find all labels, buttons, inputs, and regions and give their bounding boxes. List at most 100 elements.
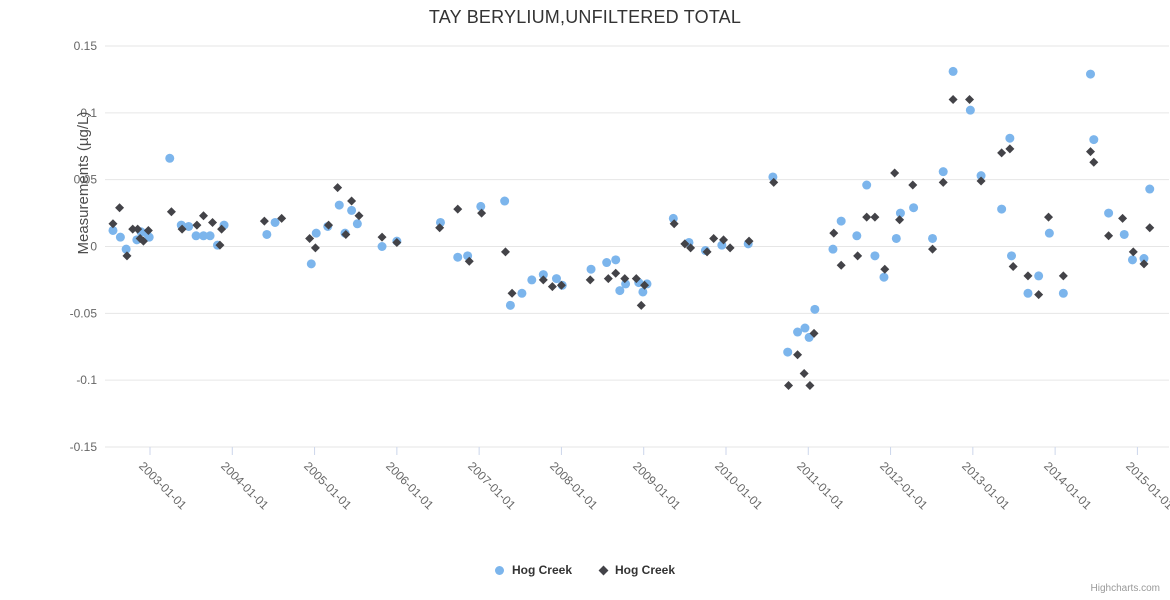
data-point-hog-creek-diamond[interactable] <box>895 215 905 225</box>
data-point-hog-creek-diamond[interactable] <box>115 203 125 213</box>
data-point-hog-creek-diamond[interactable] <box>719 235 729 245</box>
data-point-hog-creek-diamond[interactable] <box>464 256 474 266</box>
data-point-hog-creek-circle[interactable] <box>879 272 889 282</box>
data-point-hog-creek-circle[interactable] <box>347 205 357 215</box>
data-point-hog-creek-circle[interactable] <box>144 232 154 242</box>
data-point-hog-creek-diamond[interactable] <box>611 268 621 278</box>
data-point-hog-creek-circle[interactable] <box>184 221 194 231</box>
data-point-hog-creek-diamond[interactable] <box>809 328 819 338</box>
data-point-hog-creek-circle[interactable] <box>352 219 362 229</box>
data-point-hog-creek-diamond[interactable] <box>500 247 510 257</box>
data-point-hog-creek-diamond[interactable] <box>138 236 148 246</box>
data-point-hog-creek-circle[interactable] <box>793 327 803 337</box>
data-point-hog-creek-circle[interactable] <box>476 201 486 211</box>
data-point-hog-creek-diamond[interactable] <box>547 282 557 292</box>
data-point-hog-creek-circle[interactable] <box>1119 229 1129 239</box>
data-point-hog-creek-circle[interactable] <box>895 208 905 218</box>
data-point-hog-creek-circle[interactable] <box>938 167 948 177</box>
data-point-hog-creek-diamond[interactable] <box>1023 271 1033 281</box>
data-point-hog-creek-diamond[interactable] <box>997 148 1007 158</box>
data-point-hog-creek-diamond[interactable] <box>631 274 641 284</box>
data-point-hog-creek-diamond[interactable] <box>177 224 187 234</box>
data-point-hog-creek-circle[interactable] <box>377 242 387 251</box>
data-point-hog-creek-diamond[interactable] <box>198 211 208 221</box>
data-point-hog-creek-diamond[interactable] <box>507 288 517 298</box>
data-point-hog-creek-diamond[interactable] <box>277 213 287 223</box>
data-point-hog-creek-diamond[interactable] <box>769 177 779 187</box>
data-point-hog-creek-diamond[interactable] <box>192 220 202 230</box>
data-point-hog-creek-circle[interactable] <box>205 231 215 241</box>
data-point-hog-creek-circle[interactable] <box>198 231 208 241</box>
data-point-hog-creek-circle[interactable] <box>668 213 678 223</box>
data-point-hog-creek-diamond[interactable] <box>1034 290 1044 300</box>
data-point-hog-creek-circle[interactable] <box>948 66 958 76</box>
data-point-hog-creek-circle[interactable] <box>517 288 527 298</box>
data-point-hog-creek-circle[interactable] <box>870 251 880 261</box>
data-point-hog-creek-circle[interactable] <box>586 264 596 274</box>
data-point-hog-creek-diamond[interactable] <box>836 260 846 270</box>
data-point-hog-creek-diamond[interactable] <box>725 243 735 253</box>
data-point-hog-creek-diamond[interactable] <box>354 211 364 221</box>
data-point-hog-creek-circle[interactable] <box>768 172 778 182</box>
data-point-hog-creek-circle[interactable] <box>1023 288 1033 298</box>
data-point-hog-creek-diamond[interactable] <box>928 244 938 254</box>
data-point-hog-creek-circle[interactable] <box>909 203 919 213</box>
data-point-hog-creek-circle[interactable] <box>435 217 445 227</box>
highcharts-credit-link[interactable]: Highcharts.com <box>1090 583 1160 594</box>
data-point-hog-creek-circle[interactable] <box>191 231 201 241</box>
data-point-hog-creek-diamond[interactable] <box>1145 223 1155 233</box>
data-point-hog-creek-circle[interactable] <box>862 180 872 190</box>
data-point-hog-creek-circle[interactable] <box>615 286 625 296</box>
data-point-hog-creek-diamond[interactable] <box>680 239 690 249</box>
data-point-hog-creek-diamond[interactable] <box>870 212 880 222</box>
data-point-hog-creek-circle[interactable] <box>828 244 838 254</box>
data-point-hog-creek-circle[interactable] <box>551 274 561 284</box>
data-point-hog-creek-circle[interactable] <box>505 300 515 310</box>
data-point-hog-creek-diamond[interactable] <box>310 243 320 253</box>
data-point-hog-creek-circle[interactable] <box>500 196 510 206</box>
data-point-hog-creek-diamond[interactable] <box>217 224 227 234</box>
data-point-hog-creek-diamond[interactable] <box>1118 213 1128 223</box>
data-point-hog-creek-diamond[interactable] <box>829 228 839 238</box>
data-point-hog-creek-diamond[interactable] <box>799 368 809 378</box>
data-point-hog-creek-circle[interactable] <box>1034 271 1044 281</box>
data-point-hog-creek-diamond[interactable] <box>453 204 463 214</box>
data-point-hog-creek-circle[interactable] <box>836 216 846 226</box>
data-point-hog-creek-diamond[interactable] <box>435 223 445 233</box>
data-point-hog-creek-diamond[interactable] <box>784 381 794 391</box>
data-point-hog-creek-circle[interactable] <box>1089 135 1099 145</box>
data-point-hog-creek-diamond[interactable] <box>122 251 132 261</box>
data-point-hog-creek-diamond[interactable] <box>341 229 351 239</box>
data-point-hog-creek-diamond[interactable] <box>862 212 872 222</box>
data-point-hog-creek-diamond[interactable] <box>669 219 679 229</box>
data-point-hog-creek-diamond[interactable] <box>805 381 815 391</box>
data-point-hog-creek-circle[interactable] <box>976 171 986 181</box>
data-point-hog-creek-diamond[interactable] <box>640 280 650 290</box>
data-point-hog-creek-diamond[interactable] <box>324 220 334 230</box>
data-point-hog-creek-diamond[interactable] <box>948 94 958 104</box>
data-point-hog-creek-circle[interactable] <box>270 217 280 227</box>
data-point-hog-creek-circle[interactable] <box>453 252 463 262</box>
data-point-hog-creek-diamond[interactable] <box>965 94 975 104</box>
data-point-hog-creek-diamond[interactable] <box>208 217 218 227</box>
data-point-hog-creek-diamond[interactable] <box>1005 144 1015 154</box>
data-point-hog-creek-circle[interactable] <box>538 270 548 280</box>
data-point-hog-creek-diamond[interactable] <box>620 274 630 284</box>
data-point-hog-creek-circle[interactable] <box>852 231 862 241</box>
legend-item-hog-creek-circle[interactable]: Hog Creek <box>494 563 572 577</box>
data-point-hog-creek-circle[interactable] <box>121 244 131 254</box>
data-point-hog-creek-circle[interactable] <box>965 105 975 115</box>
data-point-hog-creek-diamond[interactable] <box>305 233 315 243</box>
data-point-hog-creek-circle[interactable] <box>108 225 118 235</box>
data-point-hog-creek-circle[interactable] <box>611 255 621 265</box>
data-point-hog-creek-diamond[interactable] <box>377 232 387 242</box>
data-point-hog-creek-diamond[interactable] <box>908 180 918 190</box>
data-point-hog-creek-diamond[interactable] <box>744 236 754 246</box>
data-point-hog-creek-diamond[interactable] <box>477 208 487 218</box>
data-point-hog-creek-diamond[interactable] <box>976 176 986 186</box>
data-point-hog-creek-diamond[interactable] <box>1104 231 1114 241</box>
data-point-hog-creek-diamond[interactable] <box>853 251 863 261</box>
data-point-hog-creek-diamond[interactable] <box>259 216 269 226</box>
data-point-hog-creek-diamond[interactable] <box>392 237 402 247</box>
data-point-hog-creek-diamond[interactable] <box>938 177 948 187</box>
